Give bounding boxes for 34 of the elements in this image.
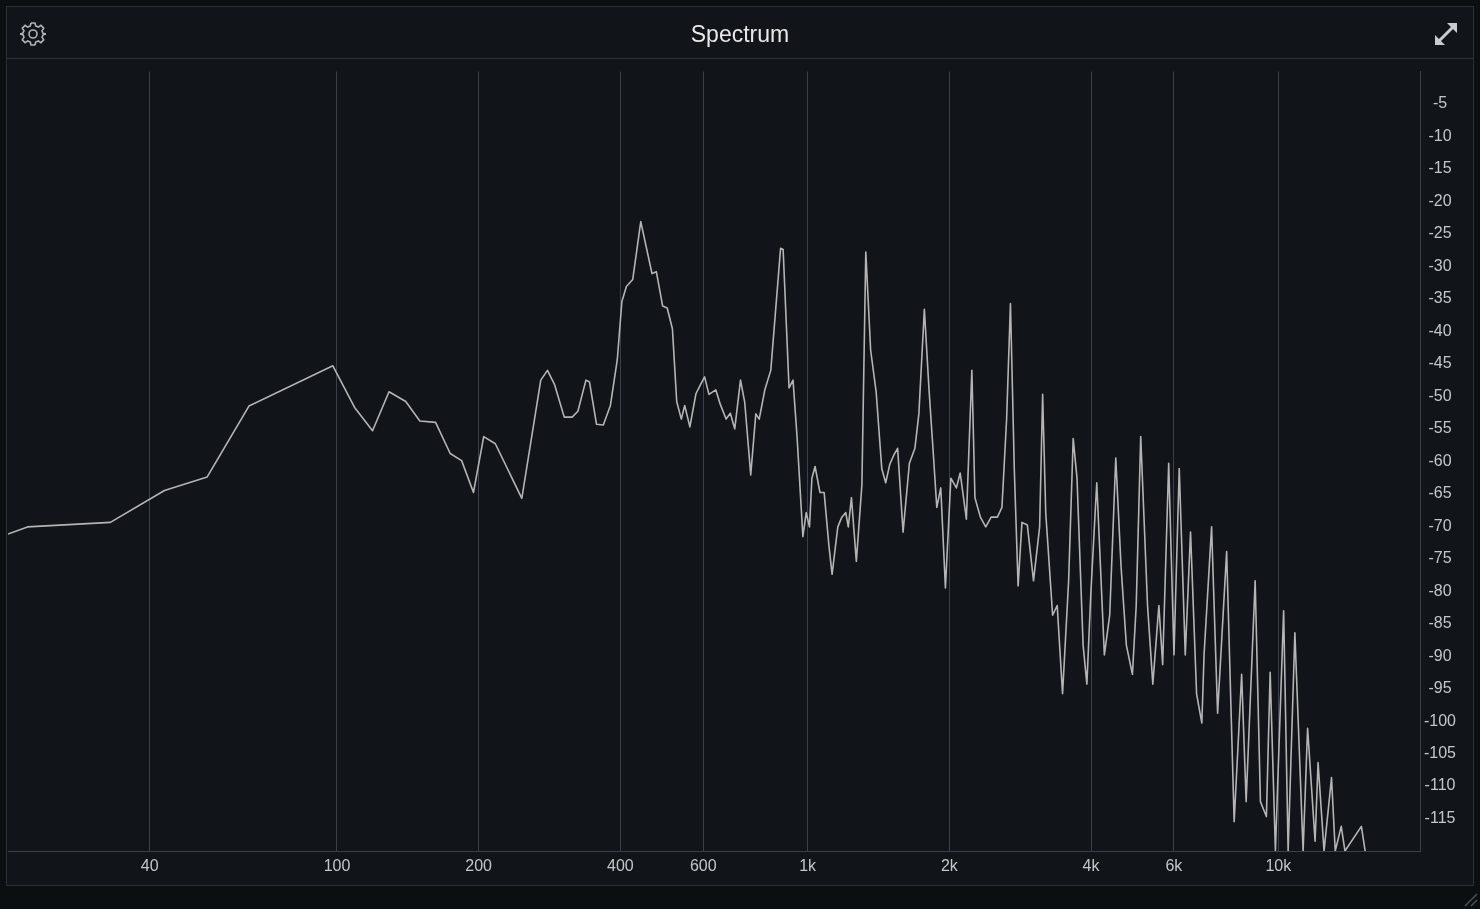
x-tick-label: 600: [689, 857, 717, 875]
y-tick-label: -75: [1428, 549, 1452, 567]
y-tick-label: -115: [1424, 808, 1456, 826]
x-tick-label: 40: [140, 857, 159, 875]
y-tick-label: -10: [1428, 126, 1452, 144]
y-tick-label: -20: [1428, 191, 1452, 209]
y-tick-label: -80: [1428, 581, 1452, 599]
y-tick-label: -70: [1428, 516, 1452, 534]
x-tick-label: 1k: [799, 857, 818, 875]
x-tick-label: 4k: [1082, 857, 1101, 875]
y-tick-label: -60: [1428, 451, 1452, 469]
y-tick-label: -65: [1428, 484, 1452, 502]
x-tick-label: 6k: [1165, 857, 1184, 875]
x-tick-label: 10k: [1265, 857, 1293, 875]
x-tick-label: 2k: [940, 857, 959, 875]
y-tick-label: -15: [1428, 159, 1452, 177]
y-tick-label: -30: [1428, 256, 1452, 274]
x-tick-label: 100: [323, 857, 351, 875]
x-tick-label: 200: [465, 857, 493, 875]
y-tick-label: -95: [1428, 679, 1452, 697]
x-tick-label: 400: [607, 857, 634, 875]
y-tick-label: -45: [1428, 354, 1452, 372]
y-tick-label: -110: [1424, 776, 1456, 794]
y-tick-label: -100: [1424, 711, 1457, 729]
y-tick-label: -5: [1432, 94, 1448, 112]
y-tick-label: -55: [1428, 419, 1452, 437]
y-tick-label: -35: [1428, 289, 1452, 307]
y-tick-label: -90: [1428, 646, 1452, 664]
y-tick-label: -40: [1428, 321, 1452, 339]
chart-title: Spectrum: [689, 21, 791, 48]
y-tick-label: -105: [1424, 743, 1457, 761]
y-tick-label: -50: [1428, 386, 1452, 404]
y-tick-label: -85: [1428, 614, 1452, 632]
y-tick-label: -25: [1428, 224, 1452, 242]
